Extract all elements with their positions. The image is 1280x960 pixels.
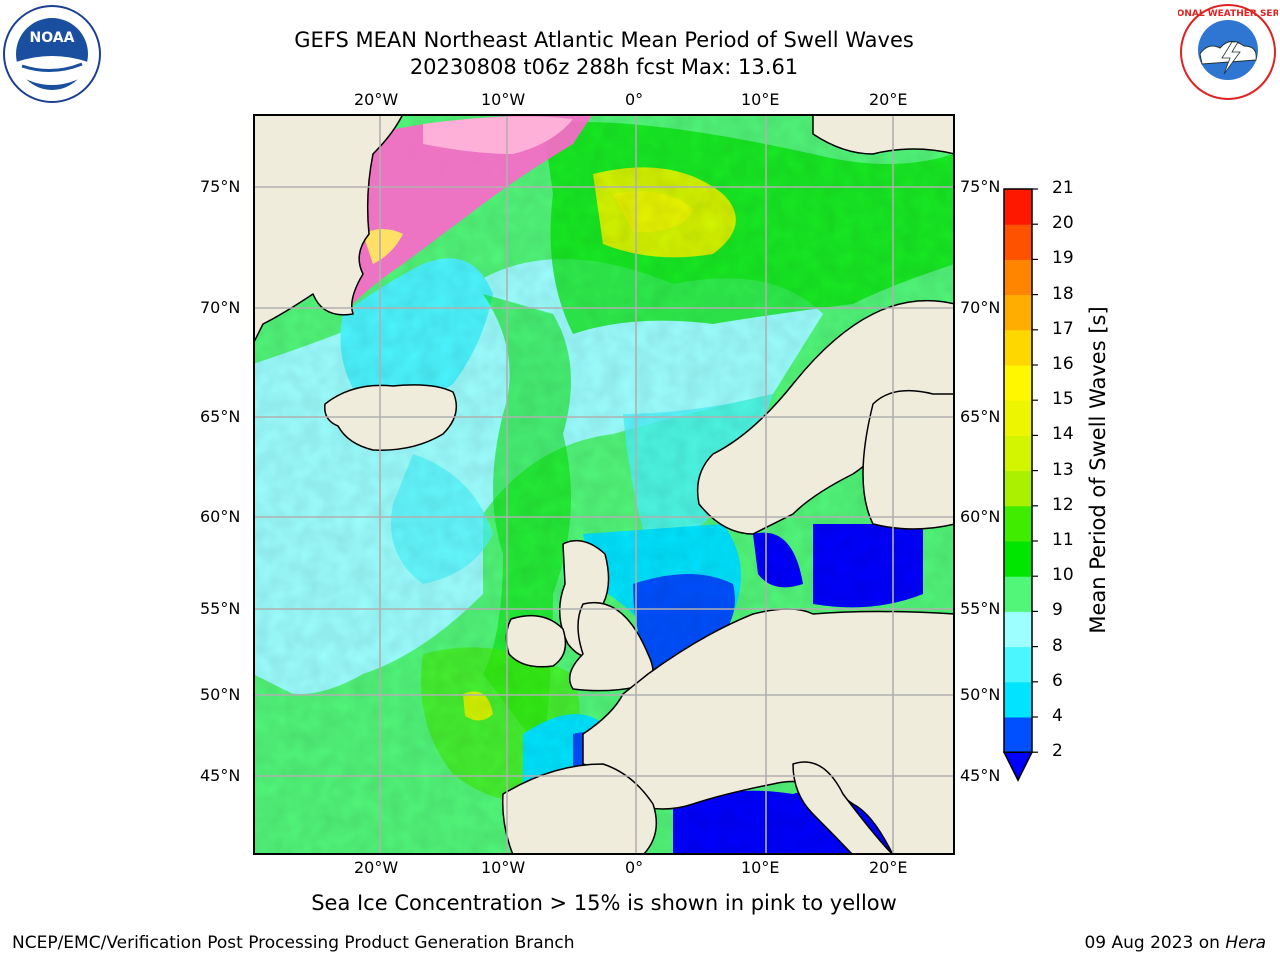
colorbar-tick-label: 13 — [1052, 459, 1074, 480]
svg-text:NATIONAL WEATHER SERVICE: NATIONAL WEATHER SERVICE — [1178, 9, 1278, 19]
lat-label-right: 50°N — [960, 685, 1001, 704]
footer-host: Hera — [1225, 933, 1266, 953]
colorbar-tick-label: 11 — [1052, 530, 1074, 550]
sea-ice-caption: Sea Ice Concentration > 15% is shown in … — [311, 891, 897, 915]
map-title: GEFS MEAN Northeast Atlantic Mean Period… — [294, 28, 914, 52]
national-weather-service-logo: NATIONAL WEATHER SERVICE — [1153, 2, 1280, 102]
colorbar-segment — [1004, 189, 1032, 225]
colorbar-segment — [1004, 681, 1032, 718]
lon-label-bottom: 20°E — [869, 858, 908, 877]
lon-label-top: 10°W — [481, 90, 526, 109]
colorbar-tick-label: 21 — [1052, 178, 1074, 198]
colorbar-tick-label: 8 — [1052, 635, 1063, 656]
ireland-landmass — [505, 614, 567, 668]
colorbar-segment — [1004, 541, 1032, 577]
colorbar-tick-label: 10 — [1052, 565, 1074, 586]
lat-label-right: 65°N — [960, 407, 1001, 426]
colorbar-under-extension — [1002, 751, 1034, 782]
graticule — [253, 114, 955, 855]
colorbar-tick-label: 4 — [1052, 706, 1063, 726]
colorbar-tick-label: 9 — [1052, 600, 1063, 621]
colorbar-tick-label: 15 — [1052, 389, 1074, 410]
colorbar — [1002, 188, 1038, 782]
colorbar-segment — [1004, 259, 1032, 296]
colorbar-tick-label: 14 — [1052, 424, 1074, 445]
lat-label-right: 60°N — [960, 507, 1001, 526]
lon-label-bottom: 10°W — [481, 858, 526, 877]
lon-label-top: 0° — [625, 90, 644, 109]
footer-date-text: 09 Aug 2023 on — [1084, 933, 1220, 953]
lat-label-right: 45°N — [960, 766, 1001, 785]
lat-label-right: 75°N — [960, 177, 1001, 196]
colorbar-segment — [1004, 646, 1032, 683]
lon-label-bottom: 0° — [625, 858, 644, 877]
lon-label-top: 20°W — [354, 90, 399, 109]
svalbard-landmass — [812, 114, 955, 155]
map-frame — [253, 114, 955, 855]
colorbar-segment — [1004, 365, 1032, 401]
lon-label-bottom: 20°W — [354, 858, 399, 877]
colorbar-tick-label: 12 — [1052, 494, 1074, 515]
lat-label-left: 45°N — [200, 766, 241, 785]
noaa-logo: NOAA — [2, 4, 102, 104]
greenland-landmass — [253, 114, 404, 345]
lat-label-right: 55°N — [960, 599, 1001, 618]
colorbar-segment — [1004, 435, 1032, 472]
lat-label-left: 55°N — [200, 599, 241, 618]
svg-text:NOAA: NOAA — [30, 30, 75, 46]
colorbar-segment — [1004, 294, 1032, 331]
colorbar-segment — [1004, 329, 1032, 366]
sea-ice-core — [423, 116, 573, 154]
colorbar-tick-label: 20 — [1052, 213, 1074, 234]
colorbar-tick-label: 17 — [1052, 318, 1074, 339]
colorbar-segment — [1004, 717, 1032, 753]
footer-credit: NCEP/EMC/Verification Post Processing Pr… — [12, 933, 575, 953]
lon-label-top: 20°E — [869, 90, 908, 109]
colorbar-tick-label: 16 — [1052, 354, 1074, 374]
colorbar-segment — [1004, 505, 1032, 542]
colorbar-segment — [1004, 224, 1032, 260]
forecast-subtitle: 20230808 t06z 288h fcst Max: 13.61 — [409, 55, 799, 79]
lon-label-bottom: 10°E — [741, 858, 780, 877]
lat-label-left: 60°N — [200, 507, 241, 526]
colorbar-tick-label: 6 — [1052, 670, 1063, 691]
lat-label-left: 50°N — [200, 685, 241, 704]
lon-label-top: 10°E — [741, 90, 780, 109]
iberia-landmass — [501, 763, 658, 855]
lat-label-right: 70°N — [960, 298, 1001, 317]
colorbar-tick-label: 2 — [1052, 741, 1063, 762]
colorbar-segment — [1004, 470, 1032, 507]
lat-label-left: 65°N — [200, 407, 241, 426]
colorbar-tick-label: 18 — [1052, 283, 1074, 304]
colorbar-tick-label: 19 — [1052, 248, 1074, 269]
colorbar-segment — [1004, 611, 1032, 648]
colorbar-segment — [1004, 576, 1032, 612]
sea-ice-zone — [349, 114, 593, 304]
map-panel — [253, 114, 955, 855]
colorbar-segment — [1004, 400, 1032, 436]
lat-label-left: 75°N — [200, 177, 241, 196]
colorbar-title: Mean Period of Swell Waves [s] — [1086, 306, 1110, 634]
sweden-finland-landmass — [862, 389, 955, 530]
sea-ice-edge — [363, 229, 403, 264]
lat-label-left: 70°N — [200, 298, 241, 317]
footer-date: 09 Aug 2023 on Hera — [1084, 933, 1266, 953]
